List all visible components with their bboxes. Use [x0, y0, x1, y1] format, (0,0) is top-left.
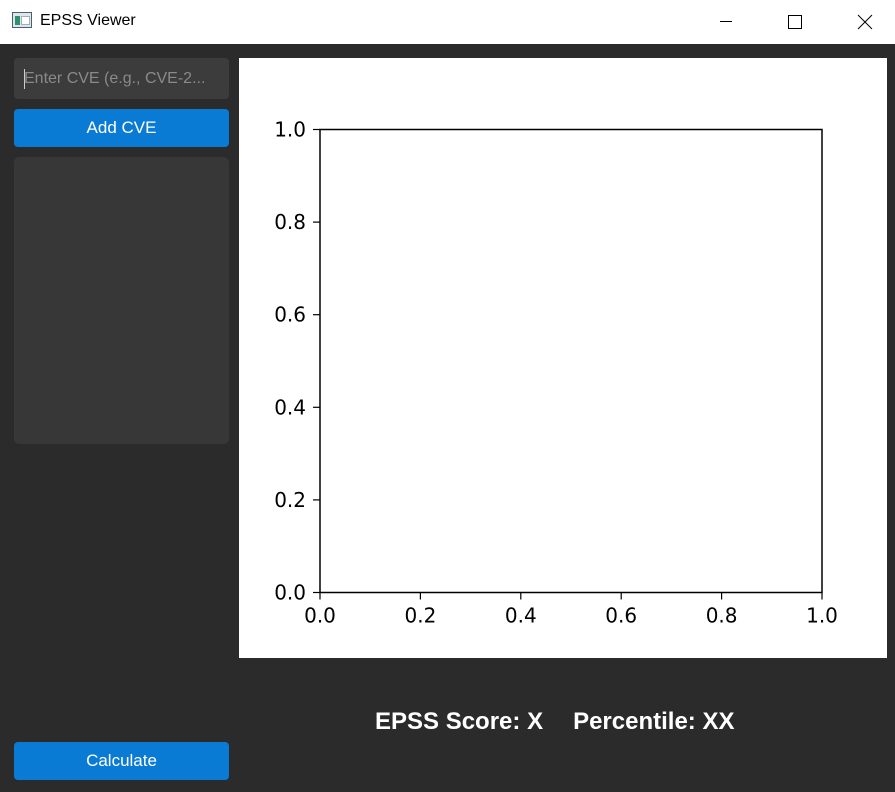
y-tick-label: 0.4 — [274, 395, 306, 419]
maximize-icon — [788, 15, 802, 29]
y-tick-label: 0.0 — [274, 581, 306, 605]
calculate-button[interactable]: Calculate — [14, 742, 229, 780]
results-bar: EPSS Score: X Percentile: XX — [375, 708, 734, 736]
y-tick-label: 1.0 — [274, 118, 306, 142]
minimize-icon — [720, 21, 732, 22]
maximize-button[interactable] — [772, 0, 818, 44]
text-caret — [24, 69, 25, 89]
y-tick-label: 0.2 — [274, 488, 306, 512]
x-tick-label: 0.8 — [706, 604, 738, 628]
app-window-icon — [12, 12, 32, 28]
window-title: EPSS Viewer — [40, 12, 136, 29]
percentile-label: Percentile: XX — [573, 708, 735, 735]
epss-chart: 0.0 0.2 0.4 0.6 0.8 1.0 0.0 0.2 0.4 0.6 0.8 1.0 — [274, 118, 838, 628]
cve-input[interactable] — [14, 58, 229, 99]
chart-panel: 0.0 0.2 0.4 0.6 0.8 1.0 0.0 0.2 0.4 0.6 0.8 1.0 — [239, 58, 887, 658]
close-button[interactable] — [842, 0, 888, 44]
close-icon — [857, 14, 873, 30]
y-tick-label: 0.8 — [274, 210, 306, 234]
minimize-button[interactable] — [703, 0, 749, 44]
x-tick-label: 0.6 — [605, 604, 637, 628]
y-tick-label: 0.6 — [274, 303, 306, 327]
cve-list[interactable] — [14, 157, 229, 444]
title-bar[interactable]: EPSS Viewer — [0, 0, 895, 44]
epss-score-label: EPSS Score: X — [375, 708, 544, 735]
plot-area-frame — [319, 128, 823, 594]
x-tick-label: 0.0 — [304, 604, 336, 628]
x-tick-label: 0.4 — [505, 604, 537, 628]
x-tick-label: 0.2 — [404, 604, 436, 628]
add-cve-button[interactable]: Add CVE — [14, 109, 229, 147]
x-tick-label: 1.0 — [806, 604, 838, 628]
